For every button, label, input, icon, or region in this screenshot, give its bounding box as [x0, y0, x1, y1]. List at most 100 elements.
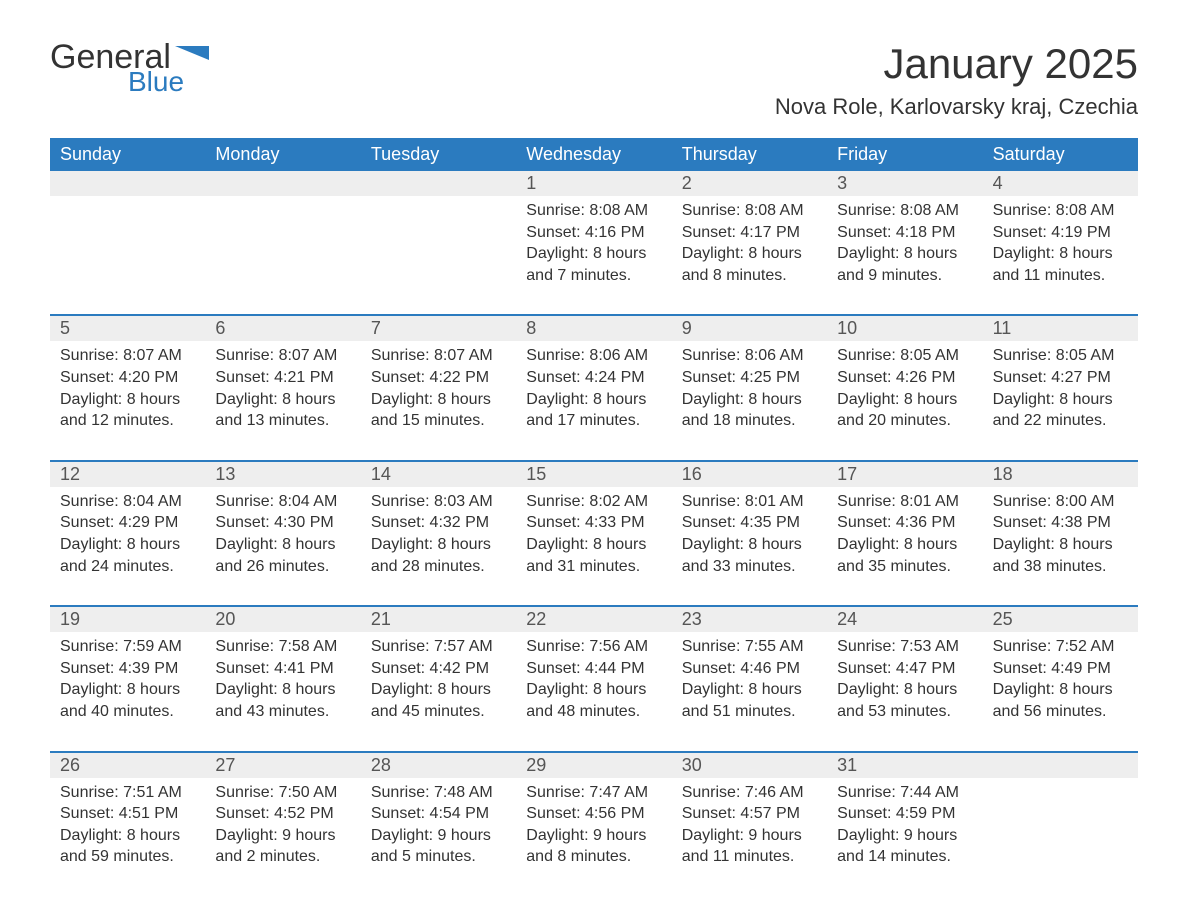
day-cell: Sunrise: 8:06 AMSunset: 4:25 PMDaylight:… — [672, 341, 827, 445]
day-sunset: Sunset: 4:56 PM — [526, 803, 661, 825]
day-daylight2: and 20 minutes. — [837, 410, 972, 432]
day-sunrise: Sunrise: 7:56 AM — [526, 636, 661, 658]
day-sunrise: Sunrise: 7:51 AM — [60, 782, 195, 804]
day-cell — [983, 778, 1138, 882]
day-number: 29 — [516, 753, 671, 778]
day-sunrise: Sunrise: 8:08 AM — [837, 200, 972, 222]
day-daylight1: Daylight: 8 hours — [682, 243, 817, 265]
day-cell: Sunrise: 8:04 AMSunset: 4:29 PMDaylight:… — [50, 487, 205, 591]
daynum-row: 262728293031 — [50, 753, 1138, 778]
day-sunset: Sunset: 4:59 PM — [837, 803, 972, 825]
day-number: 6 — [205, 316, 360, 341]
weekday-header: Monday — [205, 138, 360, 171]
page-title: January 2025 — [775, 40, 1138, 88]
day-number: 13 — [205, 462, 360, 487]
day-number: 3 — [827, 171, 982, 196]
day-number: 15 — [516, 462, 671, 487]
day-number: 11 — [983, 316, 1138, 341]
day-daylight2: and 11 minutes. — [993, 265, 1128, 287]
day-daylight2: and 11 minutes. — [682, 846, 817, 868]
day-sunset: Sunset: 4:33 PM — [526, 512, 661, 534]
weekday-header-row: Sunday Monday Tuesday Wednesday Thursday… — [50, 138, 1138, 171]
day-daylight2: and 28 minutes. — [371, 556, 506, 578]
day-daylight1: Daylight: 8 hours — [682, 389, 817, 411]
day-number: 21 — [361, 607, 516, 632]
weekday-header: Tuesday — [361, 138, 516, 171]
day-sunrise: Sunrise: 8:04 AM — [215, 491, 350, 513]
day-daylight1: Daylight: 8 hours — [371, 679, 506, 701]
day-sunset: Sunset: 4:35 PM — [682, 512, 817, 534]
day-daylight2: and 7 minutes. — [526, 265, 661, 287]
day-number: 27 — [205, 753, 360, 778]
day-cell: Sunrise: 8:06 AMSunset: 4:24 PMDaylight:… — [516, 341, 671, 445]
day-cell: Sunrise: 8:08 AMSunset: 4:19 PMDaylight:… — [983, 196, 1138, 300]
day-daylight2: and 35 minutes. — [837, 556, 972, 578]
day-cell: Sunrise: 8:01 AMSunset: 4:35 PMDaylight:… — [672, 487, 827, 591]
day-cell — [205, 196, 360, 300]
day-sunset: Sunset: 4:25 PM — [682, 367, 817, 389]
day-number: 22 — [516, 607, 671, 632]
calendar-week: 1234Sunrise: 8:08 AMSunset: 4:16 PMDayli… — [50, 171, 1138, 300]
day-number: 18 — [983, 462, 1138, 487]
day-sunrise: Sunrise: 7:50 AM — [215, 782, 350, 804]
weekday-header: Thursday — [672, 138, 827, 171]
day-cell: Sunrise: 7:56 AMSunset: 4:44 PMDaylight:… — [516, 632, 671, 736]
day-cell: Sunrise: 8:02 AMSunset: 4:33 PMDaylight:… — [516, 487, 671, 591]
daynum-row: 12131415161718 — [50, 462, 1138, 487]
day-cell: Sunrise: 7:51 AMSunset: 4:51 PMDaylight:… — [50, 778, 205, 882]
day-daylight2: and 38 minutes. — [993, 556, 1128, 578]
day-cell — [361, 196, 516, 300]
day-daylight1: Daylight: 9 hours — [371, 825, 506, 847]
day-sunset: Sunset: 4:39 PM — [60, 658, 195, 680]
day-number: 20 — [205, 607, 360, 632]
day-sunrise: Sunrise: 7:48 AM — [371, 782, 506, 804]
day-sunset: Sunset: 4:18 PM — [837, 222, 972, 244]
logo-text-blue: Blue — [128, 68, 209, 96]
day-sunset: Sunset: 4:22 PM — [371, 367, 506, 389]
day-sunrise: Sunrise: 8:00 AM — [993, 491, 1128, 513]
day-sunset: Sunset: 4:26 PM — [837, 367, 972, 389]
day-cell: Sunrise: 8:08 AMSunset: 4:18 PMDaylight:… — [827, 196, 982, 300]
day-number: 23 — [672, 607, 827, 632]
logo: General Blue — [50, 40, 209, 96]
day-number: 30 — [672, 753, 827, 778]
weekday-header: Friday — [827, 138, 982, 171]
day-sunrise: Sunrise: 8:07 AM — [371, 345, 506, 367]
day-number: 4 — [983, 171, 1138, 196]
day-sunset: Sunset: 4:51 PM — [60, 803, 195, 825]
day-cell: Sunrise: 8:00 AMSunset: 4:38 PMDaylight:… — [983, 487, 1138, 591]
day-cell: Sunrise: 7:44 AMSunset: 4:59 PMDaylight:… — [827, 778, 982, 882]
day-number: 19 — [50, 607, 205, 632]
day-daylight2: and 8 minutes. — [682, 265, 817, 287]
day-cell: Sunrise: 8:07 AMSunset: 4:20 PMDaylight:… — [50, 341, 205, 445]
day-sunrise: Sunrise: 8:03 AM — [371, 491, 506, 513]
day-daylight1: Daylight: 8 hours — [993, 679, 1128, 701]
day-daylight2: and 18 minutes. — [682, 410, 817, 432]
day-sunset: Sunset: 4:29 PM — [60, 512, 195, 534]
day-sunset: Sunset: 4:16 PM — [526, 222, 661, 244]
day-number: 5 — [50, 316, 205, 341]
day-sunrise: Sunrise: 8:04 AM — [60, 491, 195, 513]
day-sunrise: Sunrise: 8:05 AM — [993, 345, 1128, 367]
day-sunset: Sunset: 4:32 PM — [371, 512, 506, 534]
day-daylight1: Daylight: 9 hours — [682, 825, 817, 847]
day-daylight1: Daylight: 8 hours — [526, 243, 661, 265]
day-daylight2: and 22 minutes. — [993, 410, 1128, 432]
day-daylight2: and 13 minutes. — [215, 410, 350, 432]
day-daylight1: Daylight: 8 hours — [526, 389, 661, 411]
day-daylight2: and 45 minutes. — [371, 701, 506, 723]
day-sunrise: Sunrise: 7:57 AM — [371, 636, 506, 658]
day-sunrise: Sunrise: 7:44 AM — [837, 782, 972, 804]
day-daylight1: Daylight: 8 hours — [993, 243, 1128, 265]
day-daylight1: Daylight: 8 hours — [526, 679, 661, 701]
day-number: 1 — [516, 171, 671, 196]
day-number: 8 — [516, 316, 671, 341]
day-sunrise: Sunrise: 8:02 AM — [526, 491, 661, 513]
day-daylight2: and 31 minutes. — [526, 556, 661, 578]
day-daylight1: Daylight: 8 hours — [215, 679, 350, 701]
day-daylight2: and 56 minutes. — [993, 701, 1128, 723]
day-daylight1: Daylight: 8 hours — [60, 534, 195, 556]
day-daylight1: Daylight: 8 hours — [682, 534, 817, 556]
day-sunset: Sunset: 4:27 PM — [993, 367, 1128, 389]
day-number: 26 — [50, 753, 205, 778]
